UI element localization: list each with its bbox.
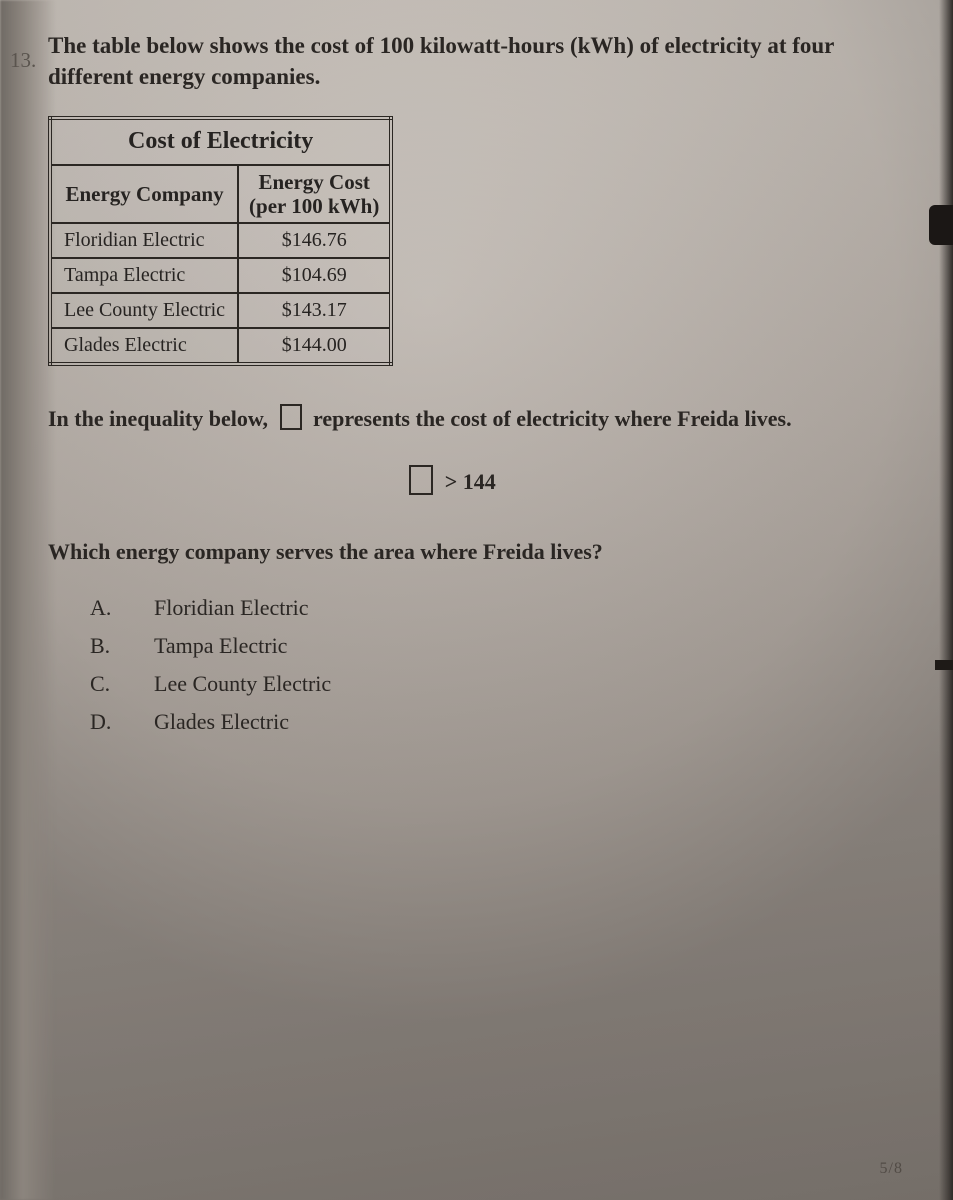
option-letter: A. [90, 595, 114, 621]
cell-company: Tampa Electric [50, 258, 238, 293]
placeholder-box-icon [409, 465, 433, 495]
cell-company: Lee County Electric [50, 293, 238, 328]
worksheet-page: 13. The table below shows the cost of 10… [0, 0, 953, 735]
option-text: Floridian Electric [154, 595, 309, 621]
cell-company: Glades Electric [50, 328, 238, 364]
option-text: Lee County Electric [154, 671, 331, 697]
table-row: Floridian Electric $146.76 [50, 223, 391, 258]
cell-cost: $143.17 [238, 293, 391, 328]
intro-after: represents the cost of electricity where… [313, 406, 792, 431]
option-letter: C. [90, 671, 114, 697]
inequality-text: > 144 [445, 469, 496, 494]
answer-options: A. Floridian Electric B. Tampa Electric … [90, 595, 873, 735]
cell-cost: $146.76 [238, 223, 391, 258]
option-c[interactable]: C. Lee County Electric [90, 671, 873, 697]
question-prompt: Which energy company serves the area whe… [48, 539, 873, 565]
cell-cost: $144.00 [238, 328, 391, 364]
cell-cost: $104.69 [238, 258, 391, 293]
option-letter: B. [90, 633, 114, 659]
table-col-company: Energy Company [50, 165, 238, 223]
intro-before: In the inequality below, [48, 406, 268, 431]
table-row: Glades Electric $144.00 [50, 328, 391, 364]
table-col-cost: Energy Cost (per 100 kWh) [238, 165, 391, 223]
option-letter: D. [90, 709, 114, 735]
inequality-expression: > 144 [26, 465, 873, 495]
option-b[interactable]: B. Tampa Electric [90, 633, 873, 659]
cell-company: Floridian Electric [50, 223, 238, 258]
option-a[interactable]: A. Floridian Electric [90, 595, 873, 621]
table-title: Cost of Electricity [50, 118, 391, 165]
page-footer: 5/8 [880, 1160, 903, 1178]
option-text: Tampa Electric [154, 633, 287, 659]
question-lead: The table below shows the cost of 100 ki… [48, 30, 873, 92]
inequality-intro: In the inequality below, represents the … [48, 402, 873, 435]
option-d[interactable]: D. Glades Electric [90, 709, 873, 735]
electricity-cost-table: Cost of Electricity Energy Company Energ… [48, 116, 393, 366]
option-text: Glades Electric [154, 709, 289, 735]
table-row: Tampa Electric $104.69 [50, 258, 391, 293]
question-number: 13. [10, 48, 36, 73]
placeholder-box-icon [280, 404, 302, 430]
table-row: Lee County Electric $143.17 [50, 293, 391, 328]
